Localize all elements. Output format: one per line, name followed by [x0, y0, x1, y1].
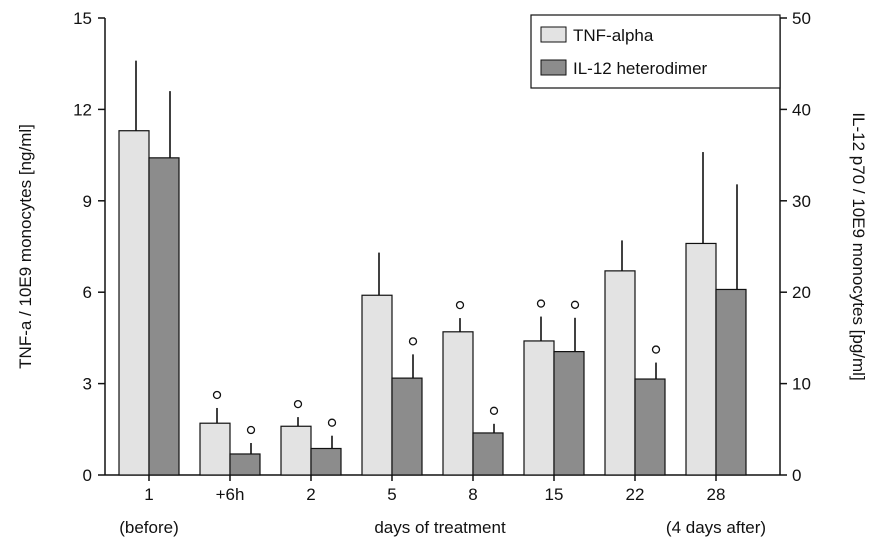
bar [442, 331, 474, 476]
right-y-tick-label: 50 [792, 9, 811, 28]
bar [472, 432, 504, 476]
significance-marker [489, 406, 499, 415]
x-tick-label: 2 [306, 485, 315, 504]
x-tick-label: 5 [387, 485, 396, 504]
legend-label-tnf-alpha: TNF-alpha [573, 26, 654, 45]
bar [148, 157, 180, 476]
left-y-tick-label: 3 [83, 375, 92, 394]
significance-marker [408, 337, 418, 346]
left-y-tick-label: 6 [83, 283, 92, 302]
bar [118, 130, 150, 476]
bar [634, 378, 666, 476]
bar [523, 340, 555, 476]
right-y-axis-ticks: 0 10 20 30 40 50 [780, 9, 811, 485]
x-axis-title: days of treatment [374, 518, 506, 537]
bar [361, 294, 393, 476]
bar [229, 453, 261, 476]
significance-marker [455, 300, 465, 310]
bar [391, 377, 423, 476]
bar [604, 270, 636, 476]
significance-marker [651, 345, 661, 354]
significance-marker [293, 399, 303, 409]
x-axis-tick-labels: 1 (before) +6h 2 5 8 15 22 28 (4 days after) [119, 475, 766, 537]
bar [685, 242, 717, 476]
x-tick-label: 1 [144, 485, 153, 504]
left-y-axis-title: TNF-a / 10E9 monocytes [ng/ml] [16, 124, 35, 369]
right-y-tick-label: 20 [792, 283, 811, 302]
significance-marker [570, 300, 580, 309]
x-tick-label: 8 [468, 485, 477, 504]
legend-swatch-tnf-alpha [540, 26, 567, 43]
left-y-tick-label: 0 [83, 466, 92, 485]
legend: TNF-alpha IL-12 heterodimer [530, 14, 781, 89]
significance-marker [212, 390, 222, 400]
x-tick-label: 15 [545, 485, 564, 504]
right-y-tick-label: 40 [792, 100, 811, 119]
x-tick-label: 22 [626, 485, 645, 504]
left-y-tick-label: 15 [73, 9, 92, 28]
bar [553, 351, 585, 476]
left-y-axis-ticks: 0 3 6 9 12 15 [73, 9, 105, 485]
bar [280, 425, 312, 476]
right-y-tick-label: 30 [792, 192, 811, 211]
left-y-tick-label: 12 [73, 100, 92, 119]
bar [199, 422, 231, 476]
legend-box [530, 14, 781, 89]
bar [310, 447, 342, 476]
x-tick-label: +6h [216, 485, 245, 504]
x-tick-sublabel: (before) [119, 518, 179, 537]
bars [118, 60, 747, 476]
right-y-axis-title: IL-12 p70 / 10E9 monocytes [pg/ml] [849, 112, 868, 380]
right-y-tick-label: 0 [792, 466, 801, 485]
significance-marker [246, 425, 256, 435]
legend-swatch-il-12 [540, 59, 567, 76]
significance-marker [536, 299, 546, 308]
legend-label-il-12: IL-12 heterodimer [573, 59, 708, 78]
left-y-tick-label: 9 [83, 192, 92, 211]
x-tick-label: 28 [707, 485, 726, 504]
x-tick-sublabel: (4 days after) [666, 518, 766, 537]
significance-marker [327, 418, 337, 427]
right-y-tick-label: 10 [792, 375, 811, 394]
bar [715, 288, 747, 476]
